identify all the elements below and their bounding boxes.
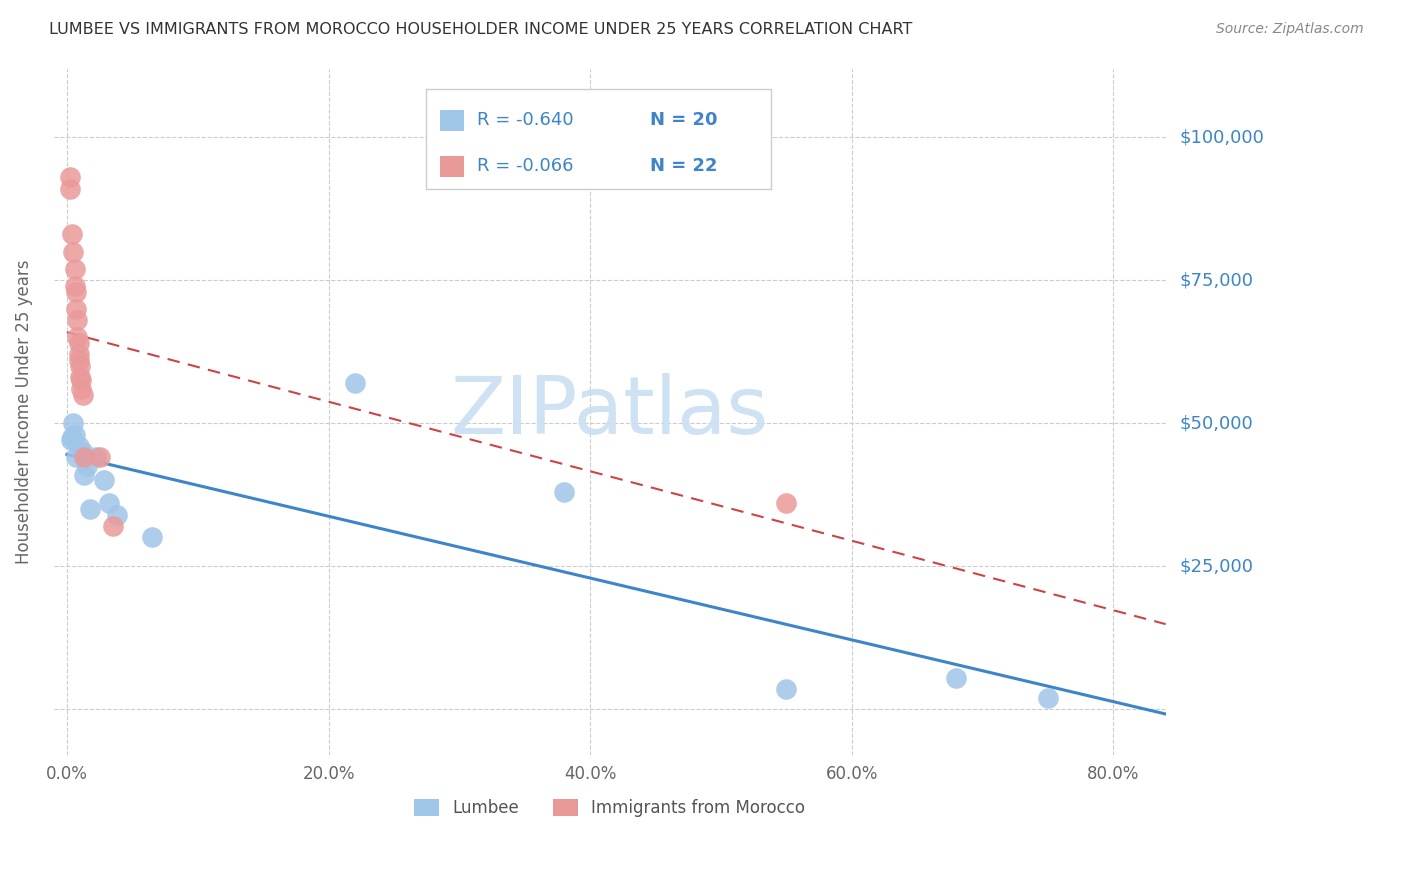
Point — [775, 496, 797, 510]
FancyBboxPatch shape — [440, 155, 464, 177]
Text: $25,000: $25,000 — [1180, 558, 1254, 575]
Point — [67, 353, 90, 368]
Legend: Lumbee, Immigrants from Morocco: Lumbee, Immigrants from Morocco — [408, 792, 811, 823]
Point — [65, 285, 87, 299]
Point — [70, 382, 93, 396]
Point — [63, 261, 86, 276]
Text: $50,000: $50,000 — [1180, 414, 1253, 432]
Point — [66, 313, 89, 327]
Point — [69, 359, 91, 373]
Point — [343, 376, 366, 390]
Point — [73, 450, 96, 465]
Point — [553, 484, 575, 499]
Point — [62, 244, 84, 259]
Point — [70, 373, 93, 387]
Text: Source: ZipAtlas.com: Source: ZipAtlas.com — [1216, 22, 1364, 37]
Point — [141, 531, 163, 545]
Point — [72, 387, 94, 401]
Point — [775, 681, 797, 696]
Point — [60, 227, 83, 242]
Point — [65, 301, 87, 316]
Point — [105, 508, 128, 522]
Text: N = 20: N = 20 — [651, 112, 718, 129]
Y-axis label: Householder Income Under 25 years: Householder Income Under 25 years — [15, 260, 32, 564]
Point — [67, 336, 90, 351]
Point — [62, 416, 84, 430]
Point — [945, 671, 967, 685]
Point — [66, 330, 89, 344]
Point — [101, 519, 124, 533]
Point — [73, 467, 96, 482]
Point — [84, 450, 107, 465]
Point — [69, 370, 91, 384]
Text: R = -0.066: R = -0.066 — [478, 157, 574, 175]
Text: N = 22: N = 22 — [651, 157, 718, 175]
Text: ZIPatlas: ZIPatlas — [451, 373, 769, 450]
Point — [67, 347, 90, 361]
Point — [67, 439, 90, 453]
Point — [76, 458, 98, 473]
Point — [63, 427, 86, 442]
Point — [72, 444, 94, 458]
Point — [93, 473, 115, 487]
Text: LUMBEE VS IMMIGRANTS FROM MOROCCO HOUSEHOLDER INCOME UNDER 25 YEARS CORRELATION : LUMBEE VS IMMIGRANTS FROM MOROCCO HOUSEH… — [49, 22, 912, 37]
Point — [58, 170, 80, 185]
FancyBboxPatch shape — [426, 89, 770, 188]
Point — [1036, 690, 1059, 705]
Point — [65, 450, 87, 465]
Text: $100,000: $100,000 — [1180, 128, 1264, 146]
Point — [79, 501, 101, 516]
Point — [58, 181, 80, 195]
Text: $75,000: $75,000 — [1180, 271, 1254, 289]
Point — [59, 434, 82, 448]
Point — [89, 450, 111, 465]
Text: R = -0.640: R = -0.640 — [478, 112, 574, 129]
FancyBboxPatch shape — [440, 110, 464, 131]
Point — [60, 430, 83, 444]
Point — [97, 496, 120, 510]
Point — [63, 278, 86, 293]
